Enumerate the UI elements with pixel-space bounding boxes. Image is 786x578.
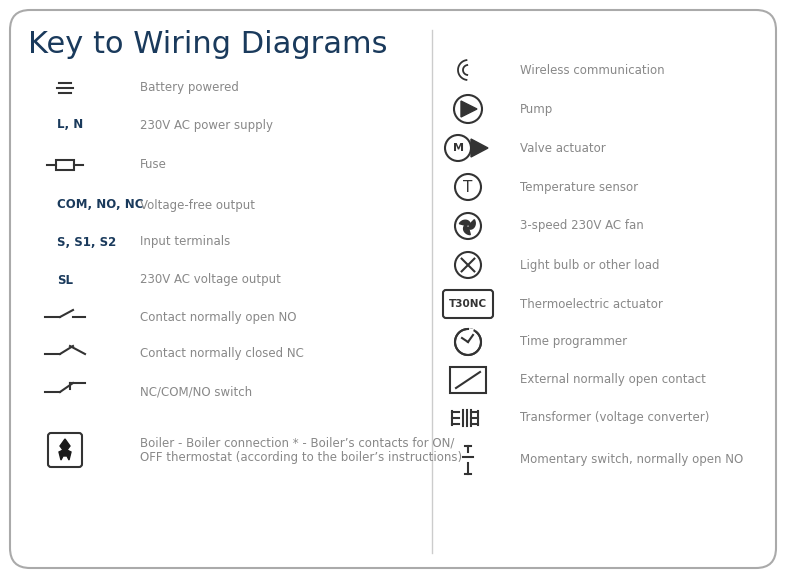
Bar [450,367,486,393]
Text: T30NC: T30NC [449,299,487,309]
Text: Voltage-free output: Voltage-free output [140,198,255,212]
Text: Thermoelectric actuator: Thermoelectric actuator [520,298,663,310]
Text: Light bulb or other load: Light bulb or other load [520,258,659,272]
Wedge shape [468,329,474,342]
Text: External normally open contact: External normally open contact [520,373,706,387]
Text: 230V AC power supply: 230V AC power supply [140,118,273,132]
Text: SL: SL [57,273,73,287]
Text: S, S1, S2: S, S1, S2 [57,235,116,249]
Text: Fuse: Fuse [140,158,167,172]
Text: COM, NO, NC: COM, NO, NC [57,198,144,212]
Text: 230V AC voltage output: 230V AC voltage output [140,273,281,287]
Text: Momentary switch, normally open NO: Momentary switch, normally open NO [520,454,744,466]
Text: Contact normally closed NC: Contact normally closed NC [140,347,304,361]
Text: M: M [453,143,464,153]
Polygon shape [464,225,470,235]
FancyBboxPatch shape [10,10,776,568]
Text: Key to Wiring Diagrams: Key to Wiring Diagrams [28,30,387,59]
Text: Wireless communication: Wireless communication [520,64,665,76]
Polygon shape [471,139,488,157]
Text: Time programmer: Time programmer [520,335,627,349]
Text: 3-speed 230V AC fan: 3-speed 230V AC fan [520,220,644,232]
Text: Boiler - Boiler connection * - Boiler’s contacts for ON/
OFF thermostat (accordi: Boiler - Boiler connection * - Boiler’s … [140,436,462,464]
Polygon shape [459,220,470,226]
Text: Temperature sensor: Temperature sensor [520,180,638,194]
Text: Input terminals: Input terminals [140,235,230,249]
Polygon shape [59,439,71,460]
Text: Battery powered: Battery powered [140,81,239,94]
Polygon shape [461,101,477,117]
Text: L, N: L, N [57,118,83,132]
Text: Pump: Pump [520,102,553,116]
Text: NC/COM/NO switch: NC/COM/NO switch [140,386,252,398]
Text: Transformer (voltage converter): Transformer (voltage converter) [520,412,710,424]
Text: Valve actuator: Valve actuator [520,142,606,154]
Text: T: T [463,180,472,195]
Polygon shape [468,220,476,229]
Bar [56,160,74,170]
Text: Contact normally open NO: Contact normally open NO [140,310,296,324]
